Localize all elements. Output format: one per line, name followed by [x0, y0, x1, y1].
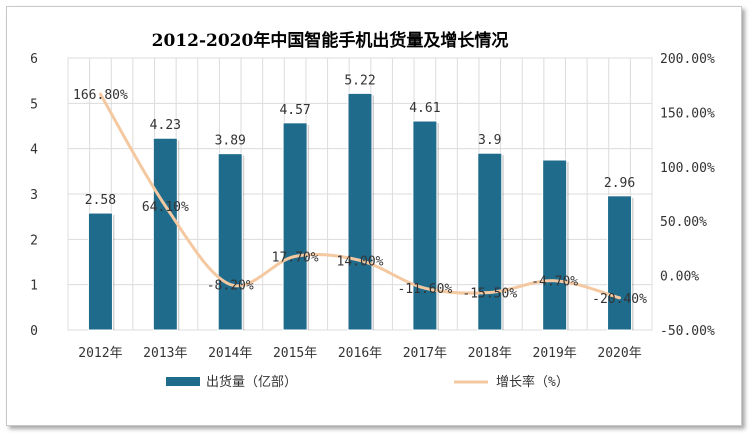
- line-value-label: 14.00%: [337, 254, 384, 269]
- x-category-label: 2012年: [78, 346, 122, 361]
- bar: [542, 159, 568, 331]
- bar: [477, 152, 503, 331]
- y-left-tick-label: 1: [30, 279, 38, 294]
- data-labels: 2.58 4.23 3.89 4.57 5.22 4.61 3.9 2.96 166.80% 64…: [73, 73, 647, 306]
- y-left-tick-label: 3: [30, 188, 38, 203]
- x-category-label: 2017年: [403, 346, 447, 361]
- y-right-tick-label: 0.00%: [660, 270, 699, 285]
- y-left-tick-label: 5: [30, 97, 38, 112]
- bar-value-label: 4.23: [150, 118, 181, 133]
- x-category-label: 2019年: [533, 346, 577, 361]
- y-right-tick-label: 150.00%: [660, 106, 715, 121]
- line-value-label: -20.40%: [592, 292, 647, 307]
- y-left-tick-label: 2: [30, 233, 38, 248]
- y-left-tick-label: 4: [30, 143, 38, 158]
- bar-value-label: 3.9: [478, 133, 501, 148]
- y-left-tick-label: 6: [30, 52, 38, 67]
- bar: [607, 195, 633, 331]
- bar-value-label: 4.57: [279, 103, 310, 118]
- bar: [152, 137, 178, 331]
- bar: [217, 153, 243, 331]
- x-category-label: 2020年: [597, 346, 641, 361]
- line-value-label: -4.70%: [531, 275, 578, 290]
- growth-rate-line: [98, 92, 622, 300]
- bar-value-label: 4.61: [409, 101, 440, 116]
- y-right-tick-label: 100.00%: [660, 161, 715, 176]
- line-value-label: -11.60%: [397, 282, 452, 297]
- bar-value-label: 2.58: [85, 193, 116, 208]
- line-value-label: -15.50%: [462, 286, 517, 301]
- y-right-tick-label: 50.00%: [660, 215, 707, 230]
- x-category-label: 2013年: [143, 346, 187, 361]
- chart-title: 2012-2020年中国智能手机出货量及增长情况: [152, 30, 509, 51]
- bar: [412, 120, 438, 331]
- line-value-label: 17.70%: [272, 250, 319, 265]
- axis-labels: 0 1 2 3 4 5 6 -50.00% 0.00% 50.00% 100.00% 150.00% 2…: [30, 52, 715, 361]
- bar: [347, 92, 373, 331]
- bar-value-label: 2.96: [604, 176, 635, 191]
- x-category-label: 2018年: [468, 346, 512, 361]
- y-right-tick-label: 200.00%: [660, 52, 715, 67]
- y-right-tick-label: -50.00%: [660, 324, 715, 339]
- x-category-label: 2016年: [338, 346, 382, 361]
- bar-value-label: 5.22: [344, 73, 375, 88]
- y-left-tick-label: 0: [30, 324, 38, 339]
- bar-value-label: 3.89: [215, 134, 246, 149]
- legend: 出货量（亿部） 增长率（%）: [166, 374, 569, 390]
- legend-label-line: 增长率（%）: [496, 374, 569, 390]
- bar: [282, 122, 308, 331]
- bar-series: [87, 92, 634, 331]
- line-value-label: 166.80%: [73, 88, 128, 103]
- legend-label-bar: 出货量（亿部）: [206, 374, 297, 390]
- line-value-label: -8.20%: [207, 279, 254, 294]
- bar: [87, 212, 113, 331]
- legend-swatch-bar: [166, 377, 200, 386]
- line-series: [98, 92, 622, 300]
- line-value-label: 64.10%: [142, 200, 189, 215]
- x-category-label: 2015年: [273, 346, 317, 361]
- x-category-label: 2014年: [208, 346, 252, 361]
